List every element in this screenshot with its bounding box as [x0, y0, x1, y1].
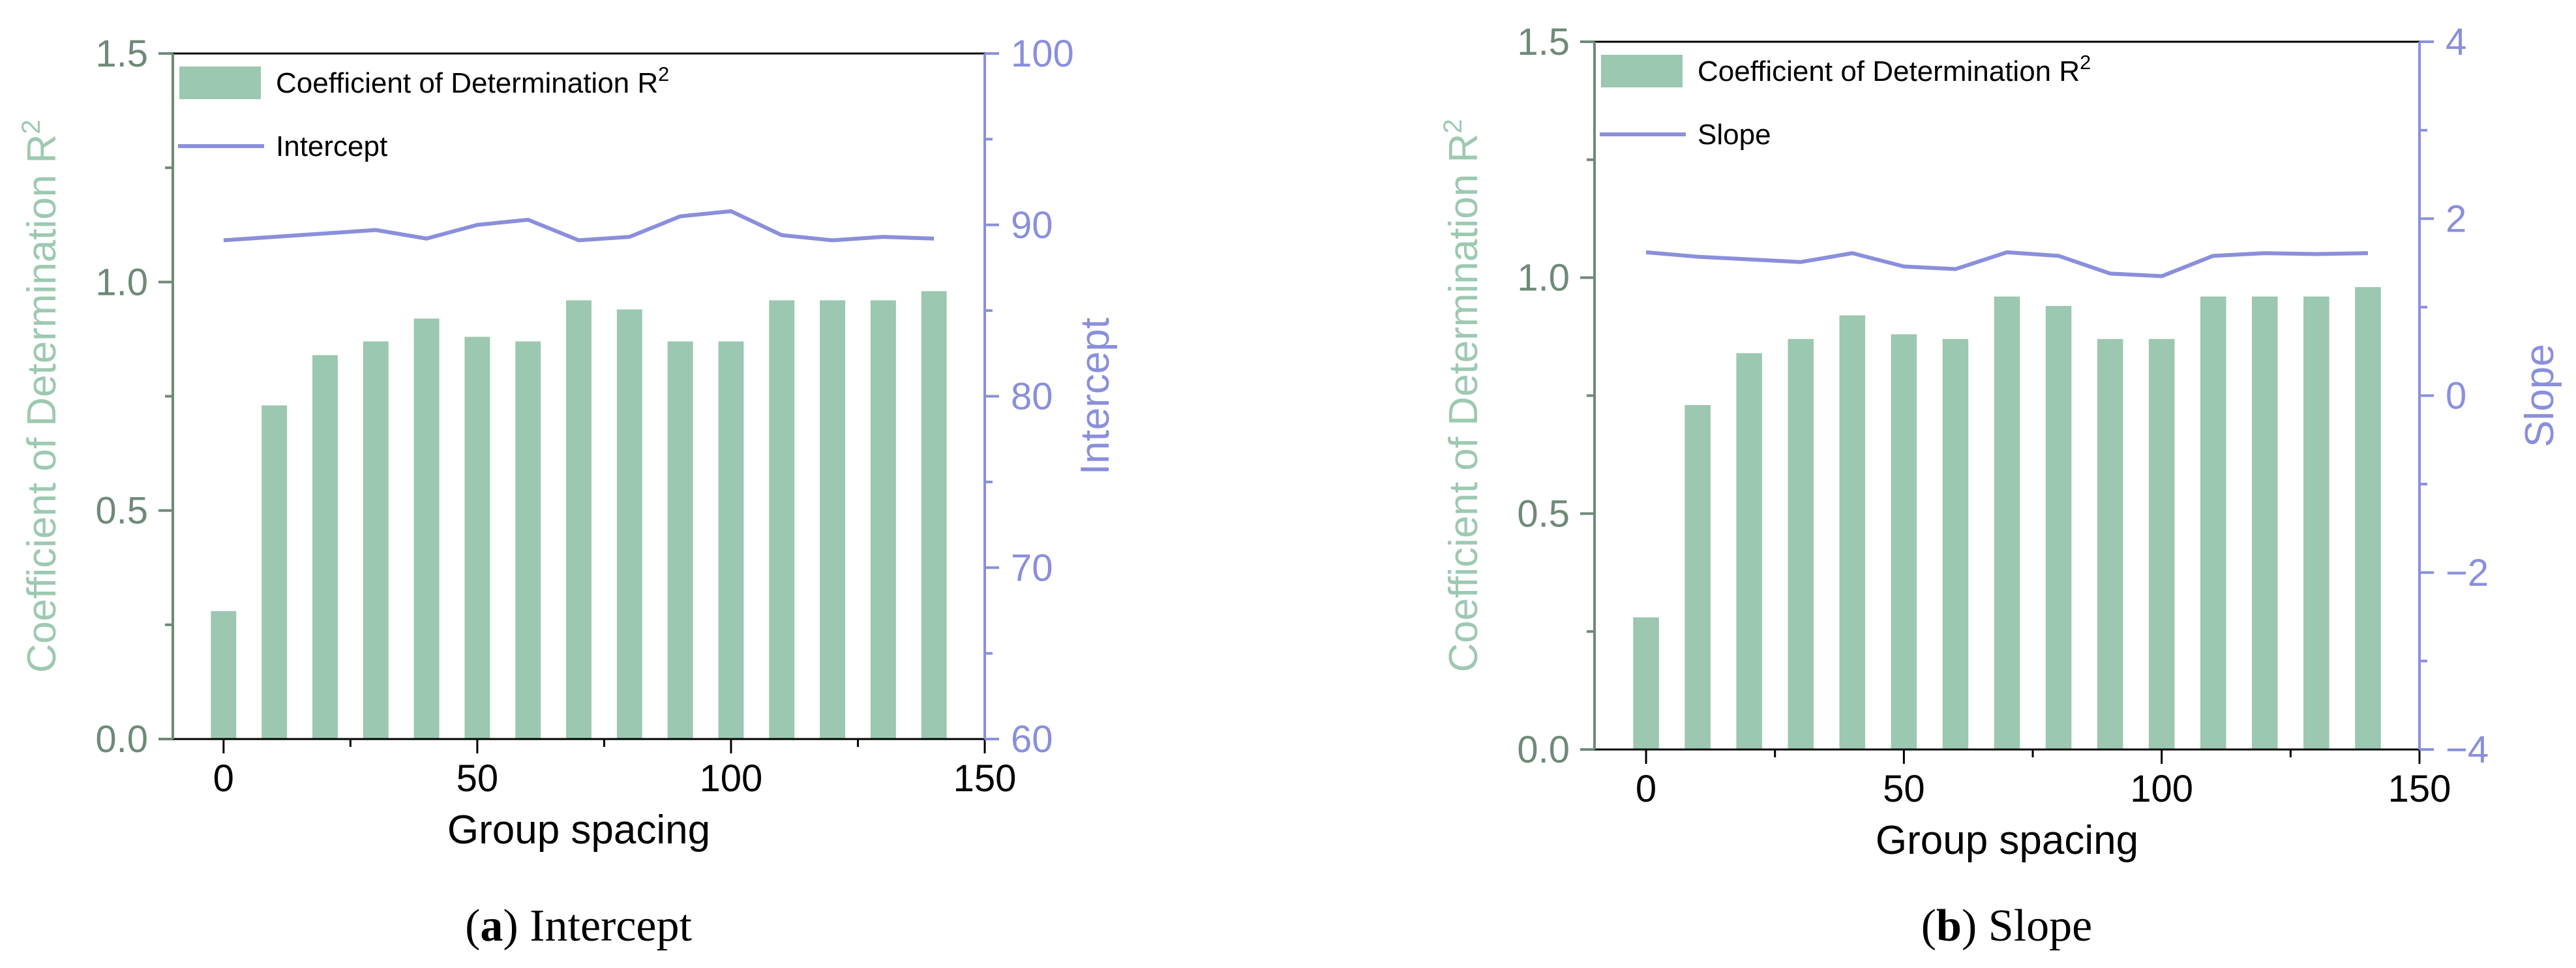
x-axis-title: Group spacing	[447, 808, 710, 853]
legend-label-bar-sup: 2	[2080, 51, 2091, 74]
x-axis-title: Group spacing	[1876, 818, 2138, 863]
y2-tick-label: 60	[1011, 718, 1053, 761]
bar-130	[2303, 296, 2329, 750]
legend-label-line: Intercept	[276, 130, 387, 162]
y-tick-label: 0.5	[95, 490, 148, 532]
y-tick-label: 1.5	[1517, 21, 1570, 63]
bar-100	[2148, 339, 2175, 749]
y2-axis-title: Slope	[2517, 344, 2562, 447]
y-axis-title-main: Coefficient of Determination R	[1441, 134, 1486, 673]
caption-text: ) Slope	[1962, 901, 2092, 951]
chart-panel-a: 0 50 100 150 0.0 0.5 1.0 1.5 60 70 80 90 100 Group sp…	[16, 33, 1118, 951]
caption: (b) Slope	[1921, 901, 2093, 951]
legend-label-bar: Coefficient of Determination R2	[276, 63, 669, 99]
bar-80	[2045, 306, 2072, 750]
bar-60	[515, 341, 541, 739]
y-tick-label: 0.5	[1517, 492, 1570, 535]
y-axis-title: Coefficient of Determination R2	[1438, 119, 1486, 672]
legend-label-bar: Coefficient of Determination R2	[1698, 51, 2091, 87]
y2-tick-label: 4	[2446, 21, 2466, 63]
caption-open: (	[1921, 901, 1936, 951]
bar-130	[870, 300, 896, 739]
y-axis-title-sup: 2	[1438, 119, 1467, 133]
caption-open: (	[465, 901, 480, 951]
bar-110	[2200, 296, 2226, 750]
series-line-intercept	[223, 209, 935, 243]
y-tick-label: 1.0	[95, 261, 148, 303]
bar-100	[718, 341, 744, 739]
series-line-slope	[1645, 250, 2368, 279]
bar-10	[1685, 404, 1711, 749]
bar-140	[2355, 287, 2381, 750]
legend-label-bar-sup: 2	[658, 63, 669, 85]
bar-30	[1788, 339, 1814, 749]
bar-140	[921, 291, 947, 739]
y-tick-label: 0.0	[1517, 729, 1570, 771]
legend-label-line: Slope	[1698, 119, 1771, 151]
legend-label-bar-main: Coefficient of Determination R	[276, 67, 658, 99]
bar-50	[464, 337, 490, 739]
y-axis-title-sup: 2	[16, 119, 46, 134]
x-tick-label: 50	[1883, 768, 1925, 810]
bar-90	[667, 341, 693, 739]
bar-50	[1891, 334, 1917, 749]
bar-40	[1839, 315, 1866, 749]
y2-axis-title: Intercept	[1073, 318, 1118, 475]
x-tick-label: 150	[953, 757, 1017, 800]
bar-0	[211, 611, 237, 739]
bar-20	[312, 355, 338, 739]
legend-swatch-bar	[179, 67, 261, 99]
bar-30	[363, 341, 389, 739]
y2-tick-label: 0	[2446, 375, 2466, 417]
y-axis-title-main: Coefficient of Determination R	[20, 134, 65, 673]
bar-80	[616, 309, 642, 740]
bar-0	[1633, 617, 1659, 749]
legend-swatch-bar	[1601, 55, 1683, 87]
x-tick-label: 0	[213, 757, 234, 800]
bar-120	[2252, 296, 2278, 750]
x-tick-label: 100	[700, 757, 763, 800]
y2-tick-label: 70	[1011, 547, 1053, 589]
bar-10	[262, 405, 288, 739]
y2-tick-label: −4	[2446, 729, 2489, 771]
bar-20	[1736, 353, 1762, 749]
bar-40	[413, 318, 440, 739]
y2-tick-label: 90	[1011, 204, 1053, 247]
x-tick-label: 50	[457, 757, 499, 800]
y2-tick-label: 100	[1011, 33, 1074, 75]
chart-panel-b: 0 50 100 150 0.0 0.5 1.0 1.5 −4 −2 0 2 4 Group spacin…	[1438, 21, 2562, 951]
bar-60	[1942, 339, 1969, 749]
y2-tick-label: 2	[2446, 198, 2466, 240]
legend-label-bar-main: Coefficient of Determination R	[1698, 55, 2080, 87]
bar-90	[2097, 339, 2123, 749]
y-tick-label: 0.0	[95, 718, 148, 761]
caption-text: ) Intercept	[503, 901, 692, 951]
x-tick-label: 0	[1636, 768, 1656, 810]
y2-tick-label: −2	[2446, 552, 2489, 594]
y-tick-label: 1.0	[1517, 257, 1570, 299]
bar-110	[769, 300, 795, 739]
y2-tick-label: 80	[1011, 376, 1053, 418]
x-tick-label: 100	[2130, 768, 2193, 810]
bar-70	[1994, 296, 2020, 750]
bar-70	[566, 300, 592, 739]
caption-letter: a	[480, 901, 503, 951]
caption: (a) Intercept	[465, 901, 692, 951]
y-axis-title: Coefficient of Determination R2	[16, 119, 65, 673]
bar-120	[820, 300, 846, 739]
caption-letter: b	[1936, 901, 1962, 951]
x-tick-label: 150	[2388, 768, 2451, 810]
y-tick-label: 1.5	[95, 33, 148, 75]
